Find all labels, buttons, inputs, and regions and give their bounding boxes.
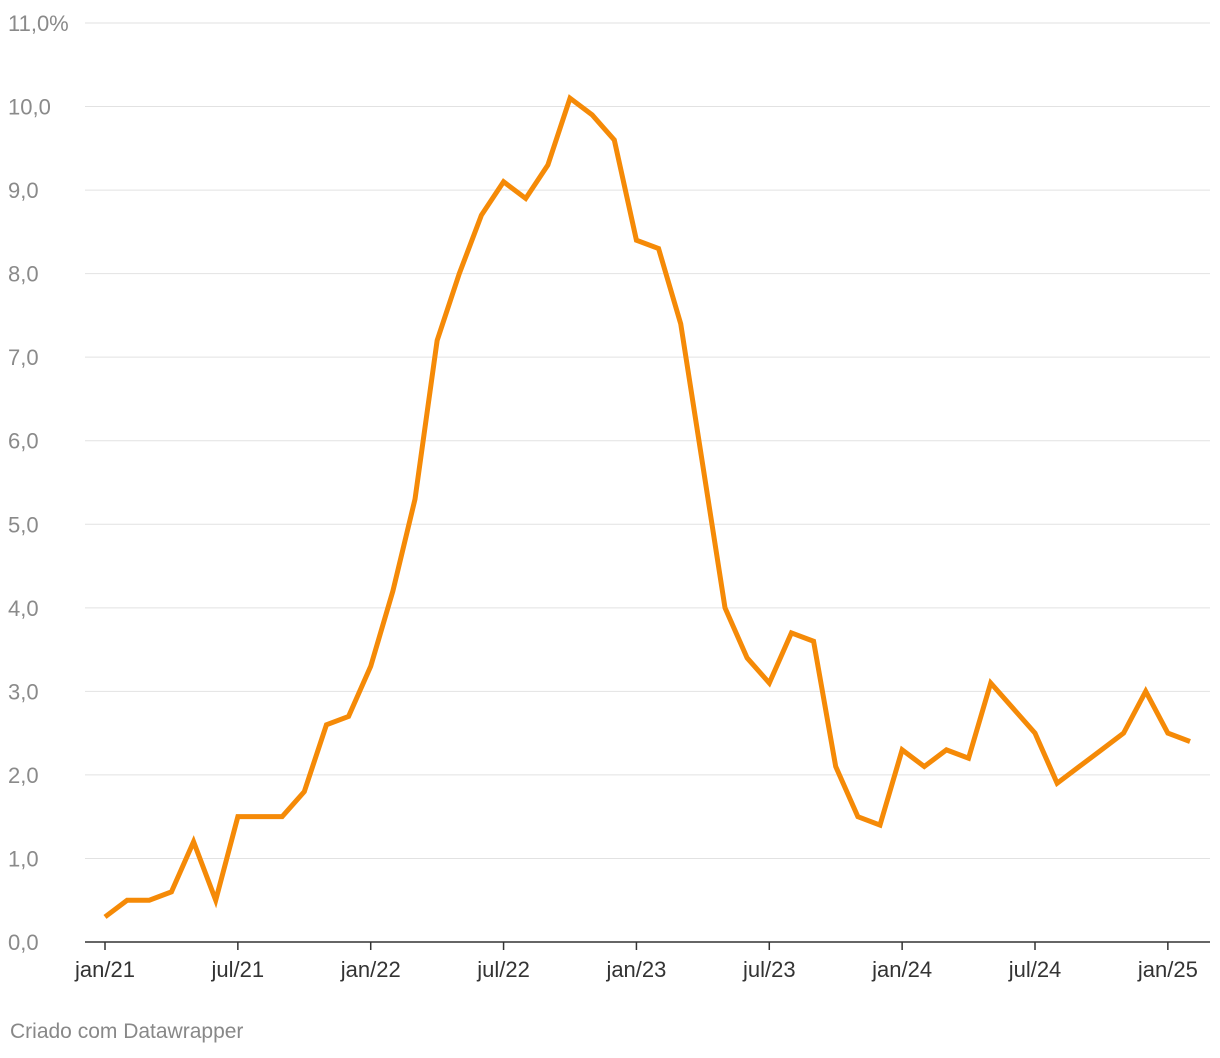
y-tick-label-2: 2,0	[8, 763, 39, 788]
y-tick-label-0: 0,0	[8, 930, 39, 955]
y-tick-label-6: 6,0	[8, 429, 39, 454]
x-tick-label-1: jul/21	[211, 957, 265, 982]
y-tick-label-10: 10,0	[8, 95, 51, 120]
x-tick-label-3: jul/22	[476, 957, 530, 982]
y-tick-label-4: 4,0	[8, 596, 39, 621]
y-tick-label-8: 8,0	[8, 262, 39, 287]
y-axis-ticks: 0,0 1,0 2,0 3,0 4,0 5,0 6,0 7,0 8,0 9,0 10,0 11,0%	[8, 11, 69, 955]
y-tick-label-5: 5,0	[8, 512, 39, 537]
series-line-0	[103, 94, 1191, 919]
gridlines	[85, 22, 1210, 859]
x-tick-label-6: jan/24	[871, 957, 932, 982]
x-tick-label-2: jan/22	[340, 957, 401, 982]
x-axis-ticks: jan/21 jul/21 jan/22 jul/22 jan/23 jul/23 jan/…	[74, 942, 1198, 982]
x-tick-label-4: jan/23	[605, 957, 666, 982]
x-tick-label-0: jan/21	[74, 957, 135, 982]
y-tick-label-3: 3,0	[8, 679, 39, 704]
x-tick-label-8: jan/25	[1137, 957, 1198, 982]
y-tick-label-7: 7,0	[8, 345, 39, 370]
y-tick-label-1: 1,0	[8, 846, 39, 871]
y-tick-label-11: 11,0%	[8, 11, 69, 36]
series-layer	[103, 94, 1191, 919]
y-tick-label-9: 9,0	[8, 178, 39, 203]
x-tick-label-7: jul/24	[1008, 957, 1062, 982]
x-tick-label-5: jul/23	[742, 957, 796, 982]
line-chart: 0,01,02,03,04,05,06,07,08,09,010,011,0% …	[8, 11, 1210, 982]
footer-credit: Criado com Datawrapper	[10, 1020, 244, 1043]
